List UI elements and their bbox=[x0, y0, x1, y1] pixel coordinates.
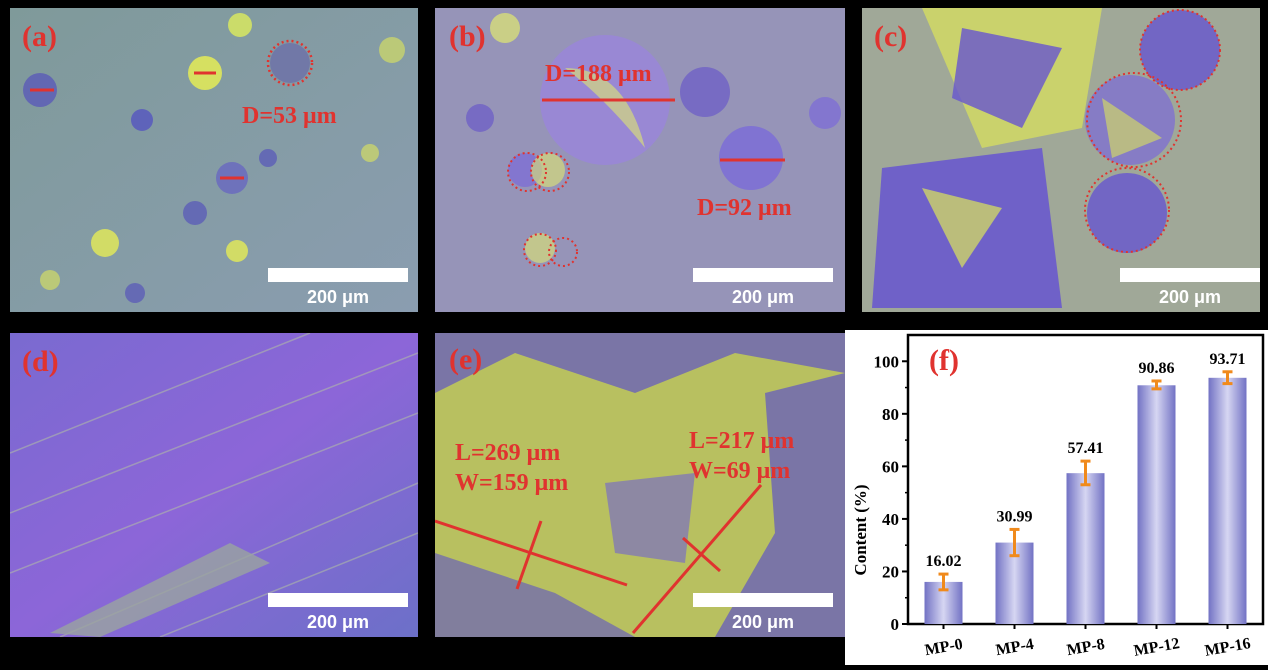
diameter-annotation: D=92 μm bbox=[697, 195, 792, 221]
width-annotation: W=69 μm bbox=[689, 458, 791, 484]
length-annotation: L=269 μm bbox=[455, 440, 561, 466]
panel-label-f: (f) bbox=[929, 344, 959, 377]
scale-bar-label: 200 μm bbox=[731, 612, 795, 632]
data-label: 16.02 bbox=[926, 553, 962, 570]
data-label: 30.99 bbox=[997, 508, 1033, 525]
scale-bar bbox=[693, 593, 833, 607]
x-tick-label: MP-4 bbox=[994, 636, 1035, 659]
micrograph-c-image bbox=[862, 8, 1260, 312]
micrograph-e-image bbox=[435, 333, 845, 637]
bar bbox=[1208, 377, 1247, 624]
x-tick-label: MP-12 bbox=[1133, 635, 1181, 660]
bar bbox=[1137, 385, 1176, 624]
x-tick-label: MP-8 bbox=[1065, 636, 1106, 659]
micrograph-d: (d) 200 μm bbox=[10, 333, 418, 637]
data-label: 90.86 bbox=[1139, 360, 1175, 377]
scale-bar-label: 200 μm bbox=[1158, 287, 1222, 307]
panel-label-c: (c) bbox=[874, 20, 908, 53]
micrograph-b: (b) D=188 μm D=92 μm 200 μm bbox=[435, 8, 845, 312]
bar bbox=[1066, 473, 1105, 624]
data-label: 93.71 bbox=[1210, 351, 1246, 368]
micrograph-a-image bbox=[10, 8, 418, 312]
width-annotation: W=159 μm bbox=[455, 470, 569, 496]
bar-chart: 0 20 40 60 80 100 16.02 MP-0 30.99 MP-4 57.41 MP-8 9… bbox=[845, 330, 1268, 665]
micrograph-d-image bbox=[10, 333, 418, 637]
y-tick-label: 20 bbox=[882, 562, 899, 581]
length-annotation: L=217 μm bbox=[689, 428, 795, 454]
scale-bar-label: 200 μm bbox=[306, 287, 370, 307]
panel-label-e: (e) bbox=[449, 343, 483, 376]
y-tick-label: 100 bbox=[874, 352, 900, 371]
diameter-annotation: D=188 μm bbox=[545, 61, 652, 87]
scale-bar bbox=[1120, 268, 1260, 282]
panel-label-d: (d) bbox=[22, 345, 59, 378]
scale-bar-label: 200 μm bbox=[731, 287, 795, 307]
y-tick-label: 80 bbox=[882, 405, 899, 424]
y-tick-label: 60 bbox=[882, 457, 899, 476]
y-axis-label: Content (%) bbox=[851, 484, 870, 575]
x-tick-label: MP-0 bbox=[923, 636, 964, 659]
panel-label-a: (a) bbox=[22, 20, 57, 53]
x-tick-label: MP-16 bbox=[1204, 635, 1252, 660]
bar-chart-svg: 0 20 40 60 80 100 16.02 MP-0 30.99 MP-4 57.41 MP-8 9… bbox=[851, 333, 1265, 660]
micrograph-e: (e) L=269 μm W=159 μm L=217 μm W=69 μm 2… bbox=[435, 333, 845, 637]
scale-bar-label: 200 μm bbox=[306, 612, 370, 632]
scale-bar bbox=[693, 268, 833, 282]
data-label: 57.41 bbox=[1068, 440, 1104, 457]
micrograph-a: (a) D=53 μm 200 μm bbox=[10, 8, 418, 312]
y-tick-label: 0 bbox=[891, 615, 900, 634]
micrograph-c: (c) 200 μm bbox=[862, 8, 1260, 312]
y-tick-label: 40 bbox=[882, 510, 899, 529]
scale-bar bbox=[268, 268, 408, 282]
scale-bar bbox=[268, 593, 408, 607]
panel-label-b: (b) bbox=[449, 20, 486, 53]
micrograph-b-image bbox=[435, 8, 845, 312]
diameter-annotation: D=53 μm bbox=[242, 103, 337, 129]
